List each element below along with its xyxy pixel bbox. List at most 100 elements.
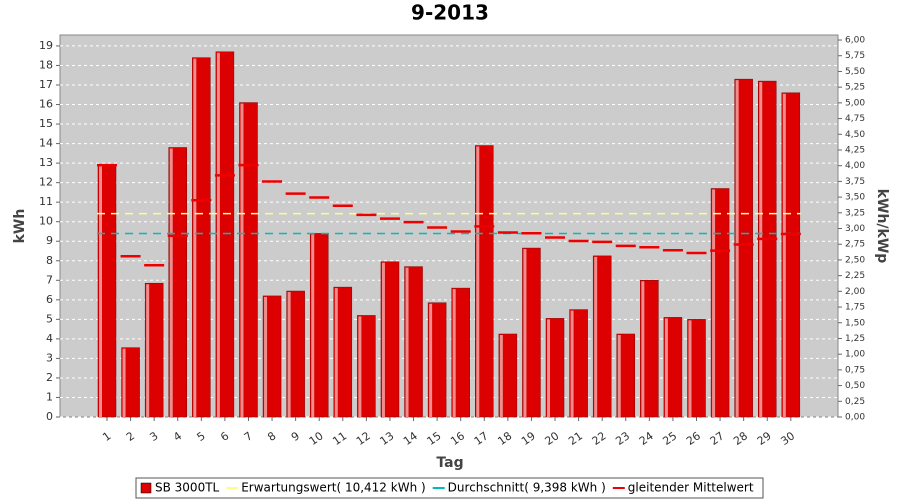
bar-highlight	[381, 262, 385, 417]
y2-tick-label: 2,00	[845, 287, 865, 297]
bar	[192, 57, 211, 418]
bar	[687, 319, 706, 418]
bar-highlight	[193, 58, 197, 418]
y2-tick-label: 1,00	[845, 350, 865, 360]
x-tick-label: 16	[448, 429, 467, 448]
y-tick-label: 8	[46, 254, 53, 267]
y2-tick-label: 5,50	[845, 67, 865, 77]
y-tick-label: 14	[39, 137, 53, 150]
bar-highlight	[429, 303, 433, 417]
bar	[640, 280, 659, 418]
y-tick-label: 10	[39, 215, 53, 228]
y-tick-label: 2	[46, 371, 53, 384]
legend-label: gleitender Mittelwert	[628, 481, 754, 495]
x-tick-label: 26	[684, 429, 703, 448]
x-tick-label: 17	[472, 429, 491, 448]
x-tick-label: 14	[401, 429, 420, 448]
bar	[616, 333, 636, 418]
x-tick-label: 6	[218, 429, 231, 444]
bar-highlight	[617, 334, 621, 417]
x-tick-label: 20	[543, 429, 562, 448]
x-tick-label: 4	[171, 429, 184, 444]
x-tick-label: 12	[354, 429, 373, 448]
y2-tick-label: 3,75	[845, 177, 865, 187]
bar	[451, 287, 470, 418]
legend-label: SB 3000TL	[155, 481, 220, 495]
y2-tick-label: 5,25	[845, 83, 865, 93]
x-tick-label: 10	[307, 429, 326, 448]
y-tick-label: 7	[46, 273, 53, 286]
legend-box	[135, 477, 764, 499]
bar-highlight	[99, 166, 102, 417]
y2-tick-label: 4,00	[845, 161, 865, 171]
bar	[781, 92, 801, 418]
y2-tick-label: 4,75	[845, 114, 865, 124]
bar	[710, 188, 730, 418]
x-tick-label: 2	[124, 429, 137, 444]
bar-highlight	[594, 256, 598, 417]
y2-tick-label: 3,00	[845, 224, 865, 234]
bar	[498, 333, 518, 418]
x-tick-label: 9	[289, 429, 302, 444]
bar-highlight	[523, 249, 527, 417]
y2-tick-label: 2,50	[845, 255, 865, 265]
y2-tick-label: 4,50	[845, 130, 865, 140]
y2-tick-label: 5,00	[845, 98, 865, 108]
bar	[168, 147, 187, 418]
y-tick-label: 9	[46, 234, 53, 247]
bar	[404, 266, 423, 418]
y2-tick-label: 6,00	[845, 36, 865, 46]
y2-tick-label: 0,25	[845, 397, 865, 407]
bar	[357, 315, 376, 418]
bar	[427, 302, 447, 418]
bar-highlight	[735, 80, 739, 417]
bar-highlight	[287, 292, 291, 417]
y-tick-label: 17	[39, 78, 53, 91]
x-tick-label: 7	[242, 429, 255, 444]
x-tick-label: 28	[731, 429, 750, 448]
x-tick-label: 13	[377, 429, 396, 448]
y-tick-label: 1	[46, 390, 53, 403]
bar	[262, 295, 282, 418]
bar	[663, 317, 683, 418]
x-tick-label: 23	[613, 429, 632, 448]
bar-highlight	[452, 289, 456, 417]
plot-area	[59, 34, 839, 418]
bar	[309, 233, 329, 418]
bar-highlight	[264, 296, 268, 417]
bar-highlight	[782, 93, 786, 417]
bar-highlight	[547, 319, 551, 417]
y2-tick-label: 1,25	[845, 334, 865, 344]
y2-tick-label: 1,50	[845, 318, 865, 328]
bar	[333, 286, 353, 418]
y2-tick-label: 2,25	[845, 271, 865, 281]
y2-tick-label: 3,50	[845, 193, 865, 203]
chart-title: 9-2013	[411, 1, 489, 25]
bar	[286, 290, 305, 418]
bar-highlight	[476, 146, 480, 417]
y2-tick-label: 2,75	[845, 240, 865, 250]
bar-highlight	[570, 310, 574, 417]
bar-highlight	[405, 267, 409, 417]
bar-highlight	[499, 334, 503, 417]
bar-highlight	[146, 284, 150, 417]
x-axis-title: Tag	[436, 455, 463, 471]
x-tick-label: 3	[147, 429, 160, 444]
y-tick-label: 4	[46, 332, 53, 345]
bar-highlight	[358, 316, 362, 417]
x-tick-label: 5	[195, 429, 208, 444]
x-tick-label: 11	[330, 429, 349, 448]
legend-label: Erwartungswert( 10,412 kWh )	[241, 481, 425, 495]
bar-highlight	[641, 281, 645, 417]
y-tick-label: 16	[39, 98, 53, 111]
bar-highlight	[712, 189, 716, 417]
y2-tick-label: 0,75	[845, 365, 865, 375]
y-tick-label: 11	[39, 195, 53, 208]
bar-highlight	[122, 348, 126, 417]
x-tick-label: 25	[660, 429, 679, 448]
y2-tick-label: 3,25	[845, 208, 865, 218]
bar	[239, 102, 258, 418]
x-tick-label: 18	[495, 429, 514, 448]
y-tick-label: 6	[46, 293, 53, 306]
x-tick-label: 21	[566, 429, 585, 448]
